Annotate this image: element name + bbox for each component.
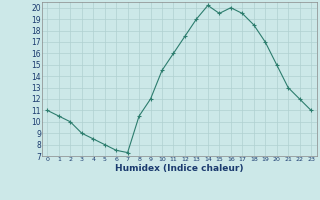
X-axis label: Humidex (Indice chaleur): Humidex (Indice chaleur) xyxy=(115,164,244,173)
